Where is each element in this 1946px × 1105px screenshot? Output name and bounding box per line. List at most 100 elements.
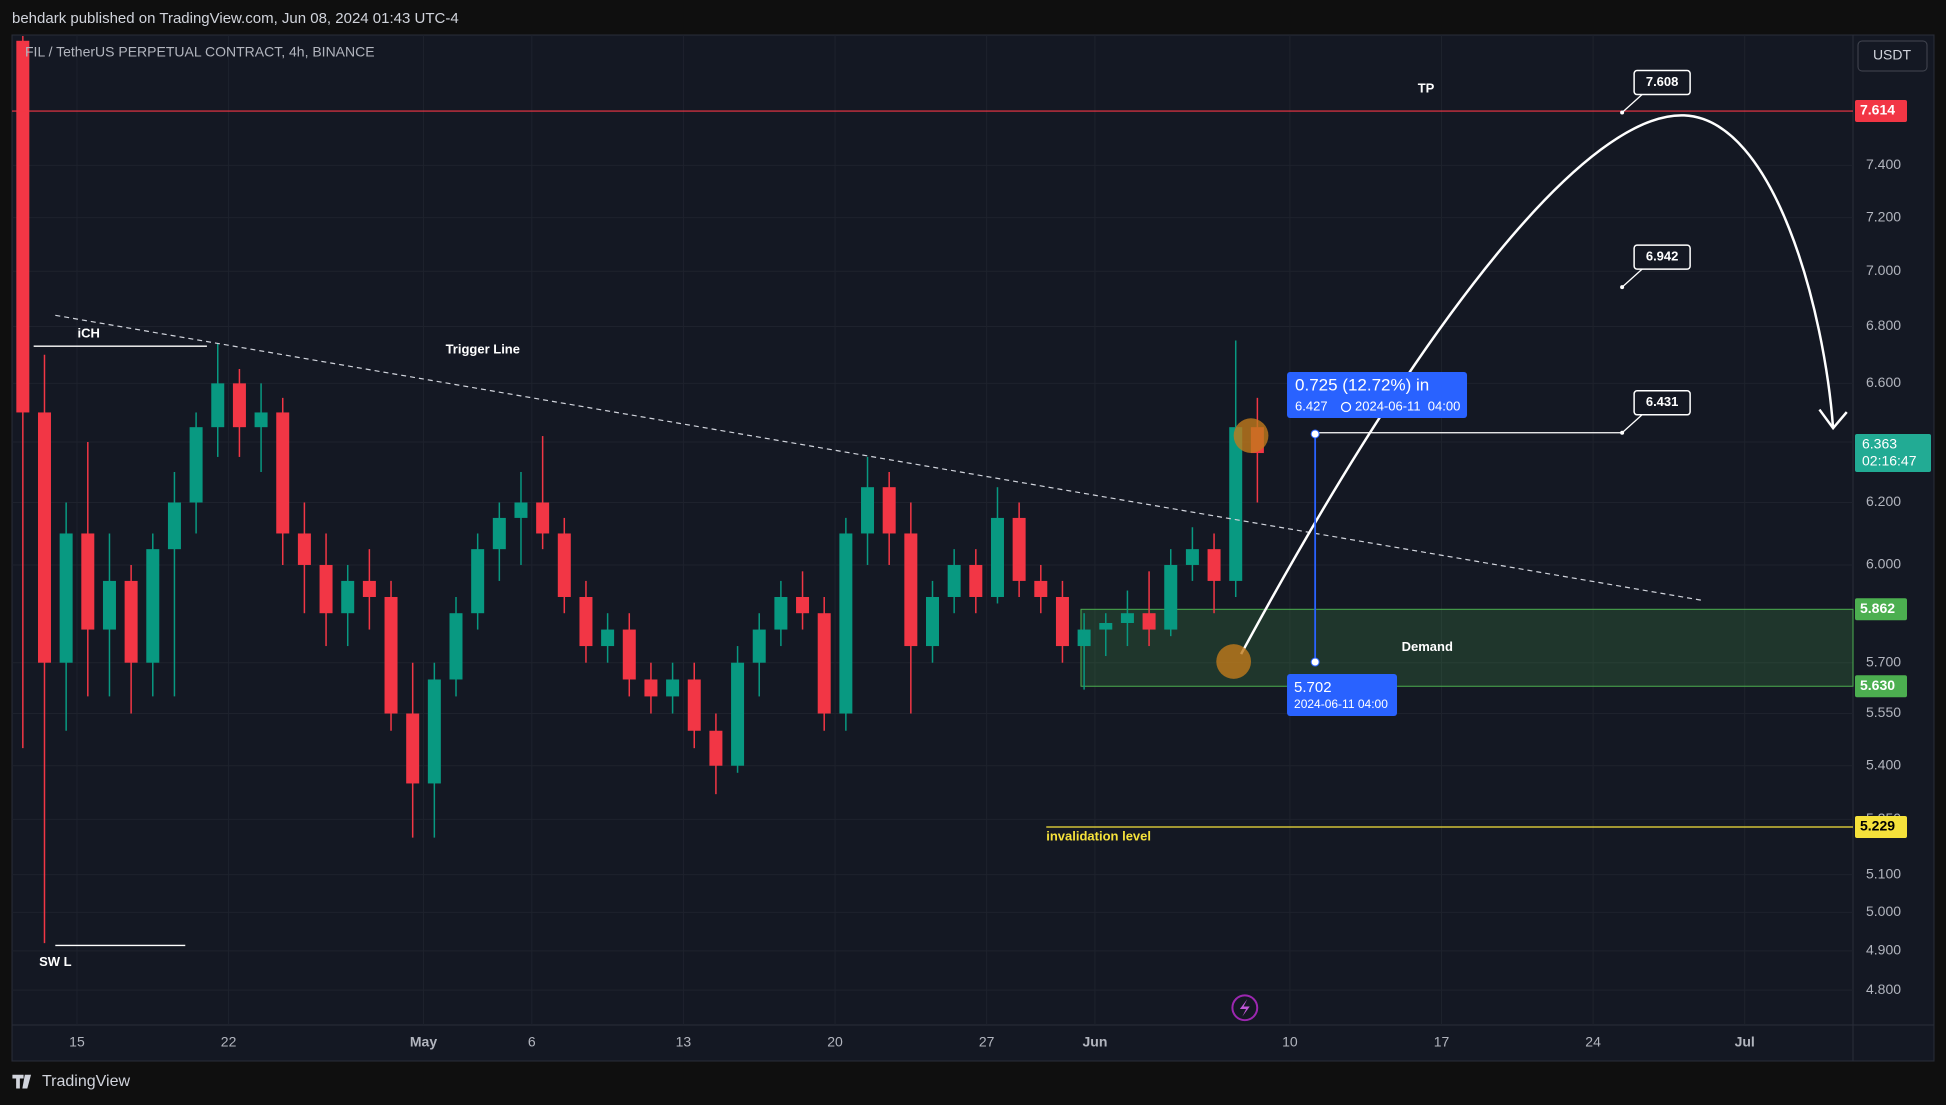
y-tick-label: 6.200 xyxy=(1866,493,1901,509)
candle-body xyxy=(579,596,593,647)
candle-body xyxy=(254,412,268,428)
y-tick-label: 6.800 xyxy=(1866,317,1901,333)
candle-body xyxy=(189,427,203,503)
y-tick-label: 6.600 xyxy=(1866,374,1901,390)
measure-start-price: 5.702 xyxy=(1294,679,1332,696)
candle-body xyxy=(709,730,723,766)
callout-anchor xyxy=(1620,285,1625,290)
candle-body xyxy=(427,679,441,784)
y-tick-label: 4.800 xyxy=(1866,981,1901,997)
measure-point xyxy=(1310,657,1320,667)
candle-body xyxy=(817,613,831,714)
price-label-box xyxy=(1855,816,1907,839)
measure-label: 0.725 (12.72%) in xyxy=(1295,375,1429,394)
lightning-icon[interactable] xyxy=(1231,994,1259,1022)
candle-body xyxy=(536,502,550,534)
candle-body xyxy=(1229,427,1243,581)
candle-body xyxy=(774,596,788,630)
candle-body xyxy=(1120,613,1134,624)
measure-point xyxy=(1310,429,1320,439)
callout-box xyxy=(1633,390,1691,416)
candle-body xyxy=(926,596,939,647)
x-tick-label: 20 xyxy=(827,1034,843,1050)
symbol-title: FIL / TetherUS PERPETUAL CONTRACT, 4h, B… xyxy=(25,44,375,60)
y-tick-label: 5.700 xyxy=(1866,653,1901,669)
callout-anchor xyxy=(1620,430,1625,435)
price-label-box xyxy=(1855,675,1907,698)
candle-body xyxy=(341,580,355,614)
candle-body xyxy=(644,679,658,697)
candle-body xyxy=(471,549,485,614)
candle-body xyxy=(1142,613,1156,630)
marks: Demand Trigger Line iCH SW L TP invalidation … xyxy=(12,35,1854,969)
candle-body xyxy=(1034,580,1048,597)
price-label: 5.862 xyxy=(1860,600,1895,616)
y-tick-label: 4.900 xyxy=(1866,942,1901,958)
price-label-box xyxy=(1855,598,1907,621)
candle-body xyxy=(167,502,181,550)
candle-body xyxy=(102,580,116,630)
candle-body xyxy=(969,564,983,597)
candle-body xyxy=(731,662,745,766)
swl-label: SW L xyxy=(39,954,72,969)
candle-body xyxy=(990,517,1004,597)
candle-body xyxy=(276,412,290,534)
measure-start-date: 2024-06-11 04:00 xyxy=(1294,697,1388,711)
y-tick-label: 7.200 xyxy=(1866,208,1901,224)
price-label: 5.229 xyxy=(1860,818,1895,834)
candle-body xyxy=(839,533,853,714)
measure-box-bottom xyxy=(1287,674,1398,717)
candle-body xyxy=(687,679,701,731)
currency-label[interactable]: USDT xyxy=(1873,47,1912,63)
candle-body xyxy=(16,40,30,413)
measure-end-date: 2024-06-11 04:00 xyxy=(1355,398,1460,413)
callout-label: 7.608 xyxy=(1646,74,1679,89)
demand-label: Demand xyxy=(1402,639,1453,654)
clock-icon xyxy=(1340,401,1352,413)
candle-body xyxy=(622,629,636,680)
candle-body xyxy=(492,517,506,550)
callout-label: 6.942 xyxy=(1646,249,1679,264)
callout-box xyxy=(1633,69,1691,96)
candle-body xyxy=(406,713,420,784)
callout-connector xyxy=(1621,94,1643,114)
candle-body xyxy=(1164,564,1178,630)
callout-connector xyxy=(1621,414,1643,434)
candle-body xyxy=(81,533,95,630)
y-tick-label: 5.000 xyxy=(1866,903,1901,919)
tp-label: TP xyxy=(1418,80,1435,95)
y-tick-label: 7.400 xyxy=(1866,156,1901,172)
last-price-box xyxy=(1855,434,1931,473)
currency-button[interactable] xyxy=(1857,40,1928,72)
highlight-circle xyxy=(1216,644,1252,679)
price-label: 5.630 xyxy=(1860,677,1895,693)
x-tick-label: May xyxy=(410,1034,437,1050)
x-tick-label: 13 xyxy=(676,1034,692,1050)
y-tick-label: 7.000 xyxy=(1866,262,1901,278)
candle-body xyxy=(861,487,875,534)
highlight-circle xyxy=(1233,418,1269,454)
price-label-box xyxy=(1855,100,1907,123)
ich-label: iCH xyxy=(77,326,99,341)
callout-anchor xyxy=(1620,110,1625,115)
x-tick-label: 6 xyxy=(528,1034,536,1050)
y-tick-label: 6.000 xyxy=(1866,556,1901,572)
candle-body xyxy=(947,564,961,597)
grid xyxy=(12,35,1853,1025)
x-tick-label: Jul xyxy=(1735,1034,1755,1050)
candle-body xyxy=(601,629,615,647)
chart-panel xyxy=(11,34,1935,1062)
candle-body xyxy=(297,533,311,565)
candle-body xyxy=(557,533,571,597)
candle-body xyxy=(37,412,51,663)
x-tick-label: 17 xyxy=(1434,1034,1450,1050)
brand: TradingView xyxy=(42,1073,130,1090)
candle-body xyxy=(1012,517,1026,581)
candle-body xyxy=(514,502,528,518)
x-tick-label: 24 xyxy=(1585,1034,1601,1050)
x-tick-label: Jun xyxy=(1082,1034,1107,1050)
demand-zone xyxy=(1080,608,1854,687)
candle-body xyxy=(1099,623,1113,630)
publisher: behdark published on TradingView.com, Ju… xyxy=(12,10,459,27)
